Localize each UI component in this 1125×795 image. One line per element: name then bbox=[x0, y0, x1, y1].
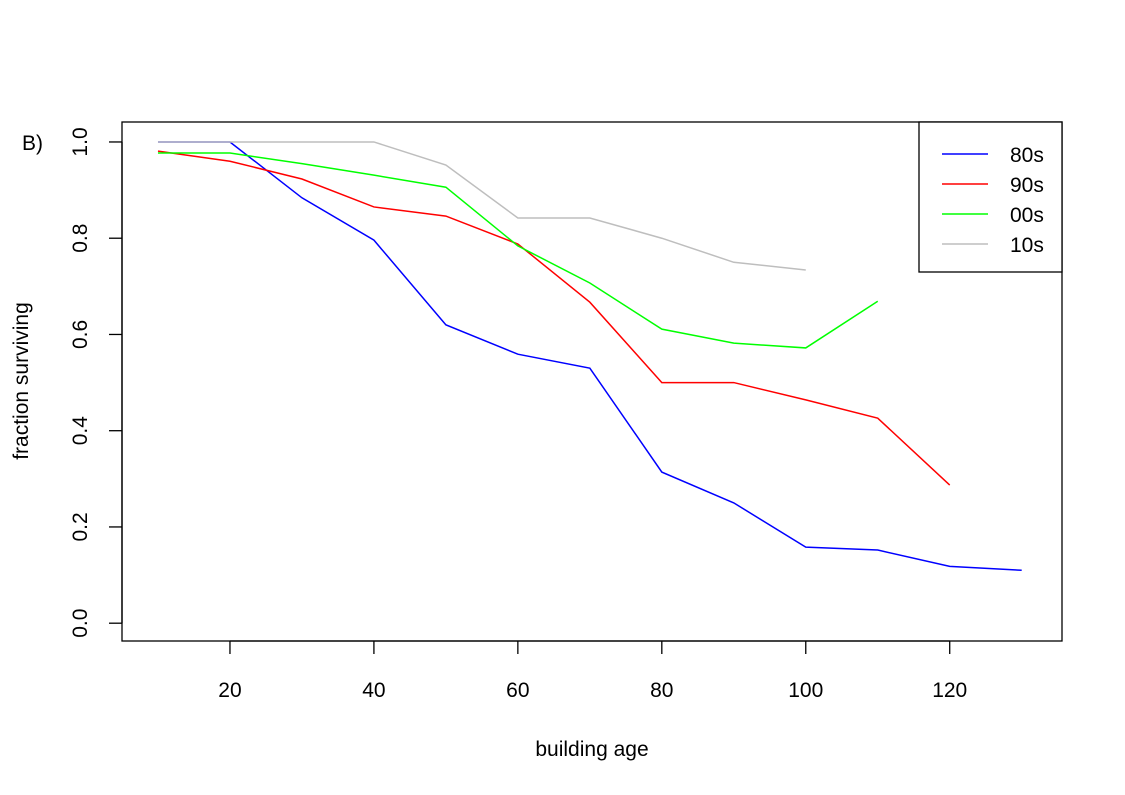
y-tick-label: 0.0 bbox=[69, 609, 92, 638]
x-axis: 20 40 60 80 100 120 bbox=[218, 640, 967, 702]
y-axis: 0.0 0.2 0.4 0.6 0.8 1.0 bbox=[69, 127, 123, 638]
legend-label: 80s bbox=[1010, 144, 1044, 167]
legend-label: 10s bbox=[1010, 234, 1044, 257]
x-axis-label: building age bbox=[535, 738, 648, 761]
legend-label: 90s bbox=[1010, 174, 1044, 197]
x-tick-label: 100 bbox=[788, 679, 823, 702]
series-line-80s bbox=[157, 141, 1022, 572]
y-tick-label: 0.8 bbox=[69, 224, 92, 253]
legend-box bbox=[918, 121, 1063, 273]
x-tick-label: 120 bbox=[932, 679, 967, 702]
series-line-10s bbox=[157, 141, 806, 271]
series-line-90s bbox=[157, 150, 951, 486]
y-tick-label: 0.6 bbox=[69, 320, 92, 349]
legend: 80s 90s 00s 10s bbox=[918, 121, 1063, 273]
y-tick-label: 1.0 bbox=[69, 127, 92, 156]
legend-label: 00s bbox=[1010, 204, 1044, 227]
x-tick-label: 20 bbox=[218, 679, 241, 702]
x-tick-label: 40 bbox=[362, 679, 385, 702]
y-tick-label: 0.2 bbox=[69, 512, 92, 541]
y-tick-label: 0.4 bbox=[69, 416, 92, 446]
x-tick-label: 80 bbox=[650, 679, 673, 702]
panel-label: B) bbox=[22, 132, 43, 155]
y-axis-label: fraction surviving bbox=[10, 302, 33, 460]
x-tick-label: 60 bbox=[506, 679, 529, 702]
series-line-00s bbox=[157, 152, 879, 349]
